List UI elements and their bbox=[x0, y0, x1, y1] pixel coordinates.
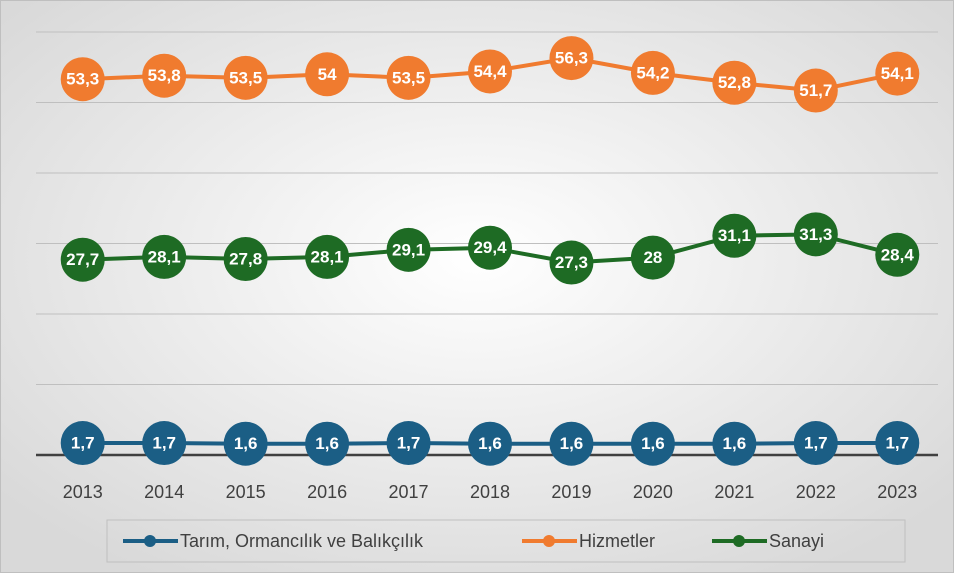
data-label: 27,7 bbox=[66, 250, 99, 269]
data-label: 53,3 bbox=[66, 70, 99, 89]
marker bbox=[549, 240, 594, 285]
data-label: 1,7 bbox=[885, 433, 909, 452]
marker bbox=[60, 421, 105, 466]
data-label: 54,2 bbox=[636, 63, 669, 82]
data-label: 52,8 bbox=[718, 73, 751, 92]
legend-label: Sanayi bbox=[769, 531, 824, 551]
data-label: 29,1 bbox=[392, 240, 425, 259]
legend-marker bbox=[144, 535, 156, 547]
data-label: 53,5 bbox=[392, 68, 425, 87]
x-tick-label: 2014 bbox=[144, 482, 184, 502]
x-tick-label: 2020 bbox=[633, 482, 673, 502]
data-label: 1,7 bbox=[71, 433, 95, 452]
data-label: 1,7 bbox=[397, 433, 421, 452]
marker bbox=[630, 50, 675, 95]
marker bbox=[305, 421, 350, 466]
marker bbox=[712, 421, 757, 466]
marker bbox=[712, 213, 757, 258]
marker bbox=[793, 68, 838, 113]
marker bbox=[386, 55, 431, 100]
data-label: 27,8 bbox=[229, 249, 262, 268]
x-tick-label: 2018 bbox=[470, 482, 510, 502]
data-label: 56,3 bbox=[555, 49, 588, 68]
marker bbox=[875, 51, 920, 96]
x-tick-label: 2016 bbox=[307, 482, 347, 502]
marker bbox=[549, 36, 594, 81]
x-tick-label: 2019 bbox=[551, 482, 591, 502]
marker bbox=[712, 60, 757, 105]
x-tick-label: 2021 bbox=[714, 482, 754, 502]
marker bbox=[468, 225, 512, 270]
data-label: 29,4 bbox=[473, 238, 507, 257]
data-label: 1,6 bbox=[478, 434, 502, 453]
x-tick-label: 2022 bbox=[796, 482, 836, 502]
marker bbox=[223, 421, 268, 466]
data-label: 31,1 bbox=[718, 226, 751, 245]
legend-label: Hizmetler bbox=[579, 531, 655, 551]
marker bbox=[875, 232, 920, 277]
x-tick-label: 2017 bbox=[389, 482, 429, 502]
data-label: 28,4 bbox=[881, 245, 915, 264]
marker bbox=[793, 212, 838, 257]
marker bbox=[142, 421, 187, 466]
data-label: 1,6 bbox=[315, 434, 339, 453]
marker bbox=[305, 52, 350, 97]
marker bbox=[468, 49, 512, 94]
marker bbox=[223, 55, 268, 100]
x-tick-label: 2013 bbox=[63, 482, 103, 502]
marker bbox=[60, 57, 105, 102]
data-label: 1,7 bbox=[152, 433, 176, 452]
marker bbox=[793, 421, 838, 466]
data-label: 51,7 bbox=[799, 81, 832, 100]
data-label: 1,6 bbox=[723, 434, 747, 453]
marker bbox=[468, 421, 512, 466]
legend-marker bbox=[543, 535, 555, 547]
marker bbox=[386, 421, 431, 466]
marker bbox=[386, 227, 431, 272]
data-label: 1,7 bbox=[804, 433, 828, 452]
legend-label: Tarım, Ormancılık ve Balıkçılık bbox=[180, 531, 424, 551]
marker bbox=[142, 53, 187, 98]
data-label: 54 bbox=[318, 65, 337, 84]
marker bbox=[875, 421, 920, 466]
data-label: 53,8 bbox=[148, 66, 181, 85]
data-label: 54,1 bbox=[881, 64, 914, 83]
data-label: 1,6 bbox=[234, 434, 258, 453]
legend-box bbox=[106, 519, 906, 563]
x-tick-label: 2023 bbox=[877, 482, 917, 502]
marker bbox=[142, 234, 187, 279]
data-label: 28 bbox=[643, 248, 662, 267]
marker bbox=[549, 421, 594, 466]
marker bbox=[60, 237, 105, 282]
legend-marker bbox=[733, 535, 745, 547]
data-label: 27,3 bbox=[555, 253, 588, 272]
data-label: 31,3 bbox=[799, 225, 832, 244]
data-label: 28,1 bbox=[148, 247, 181, 266]
marker bbox=[223, 237, 268, 282]
data-label: 28,1 bbox=[311, 247, 344, 266]
data-label: 54,4 bbox=[473, 62, 507, 81]
marker bbox=[305, 234, 350, 279]
data-label: 1,6 bbox=[641, 434, 665, 453]
marker bbox=[630, 235, 675, 280]
data-label: 1,6 bbox=[560, 434, 584, 453]
data-label: 53,5 bbox=[229, 68, 262, 87]
marker bbox=[630, 421, 675, 466]
x-tick-label: 2015 bbox=[226, 482, 266, 502]
